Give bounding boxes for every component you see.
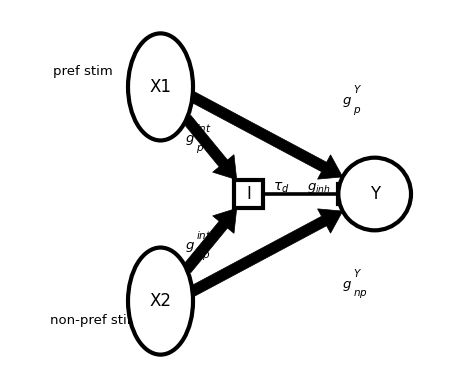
Text: $np$: $np$	[196, 250, 211, 262]
Text: $g$: $g$	[342, 95, 352, 109]
Polygon shape	[182, 115, 237, 180]
Polygon shape	[190, 92, 343, 179]
Text: X2: X2	[149, 292, 172, 310]
Ellipse shape	[128, 248, 193, 355]
Text: $Y$: $Y$	[353, 83, 362, 95]
Text: $int$: $int$	[196, 229, 212, 241]
Text: $g_{inh}$: $g_{inh}$	[307, 181, 331, 195]
Text: $g$: $g$	[342, 279, 352, 293]
Circle shape	[338, 158, 411, 230]
Polygon shape	[190, 209, 343, 296]
Text: $\tau_d$: $\tau_d$	[273, 181, 289, 196]
Text: $int$: $int$	[196, 122, 212, 133]
Text: $g$: $g$	[185, 241, 195, 255]
Text: pref stim: pref stim	[54, 65, 113, 78]
Text: I: I	[246, 185, 251, 203]
Text: $p$: $p$	[196, 143, 204, 155]
Polygon shape	[182, 208, 237, 273]
Text: non-pref stim: non-pref stim	[50, 314, 139, 327]
Text: $Y$: $Y$	[353, 267, 362, 279]
Text: X1: X1	[149, 78, 172, 96]
Text: $g$: $g$	[185, 133, 195, 147]
Text: Y: Y	[370, 185, 380, 203]
Text: $p$: $p$	[353, 104, 361, 116]
Text: $np$: $np$	[353, 288, 367, 300]
Bar	[234, 180, 263, 208]
Ellipse shape	[128, 33, 193, 140]
